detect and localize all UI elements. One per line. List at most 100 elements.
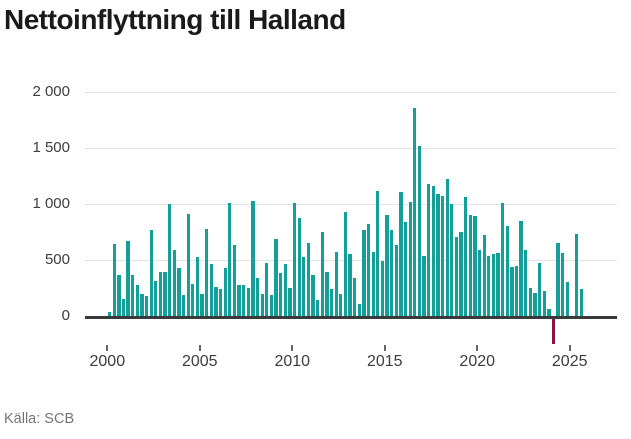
bar: [265, 262, 269, 316]
bar: [348, 253, 352, 316]
bar: [468, 214, 472, 316]
bar: [422, 256, 426, 316]
bar: [528, 288, 533, 316]
bar: [394, 245, 398, 316]
bar: [135, 285, 139, 316]
bar: [371, 252, 375, 316]
bar: [269, 295, 274, 316]
bar: [195, 257, 200, 316]
bar: [279, 273, 283, 316]
bar: [126, 240, 130, 316]
bar: [154, 280, 158, 316]
bar: [232, 245, 237, 316]
bar: [450, 204, 454, 316]
bar: [329, 288, 334, 316]
bar: [177, 267, 181, 316]
bar: [390, 230, 394, 316]
bar: [297, 218, 301, 316]
bar: [242, 284, 246, 316]
bar: [574, 234, 579, 316]
x-axis-label: 2015: [366, 353, 403, 370]
bar: [149, 229, 153, 316]
bar: [228, 202, 232, 316]
bar: [413, 107, 417, 316]
bar: [223, 267, 227, 316]
bar: [325, 271, 329, 316]
bar: [436, 193, 440, 316]
bar: [380, 260, 385, 316]
bar: [491, 253, 496, 316]
bar: [334, 252, 338, 316]
bar: [417, 146, 422, 316]
bar: [496, 252, 500, 316]
bar: [163, 272, 167, 316]
y-axis-label: 500: [44, 251, 70, 268]
bar: [292, 202, 297, 316]
bar: [524, 250, 528, 316]
bar: [366, 223, 371, 316]
bar: [556, 243, 560, 316]
bar: [186, 213, 190, 316]
bar: [214, 286, 218, 316]
bar: [191, 283, 195, 316]
bar: [288, 288, 292, 316]
bar: [144, 296, 149, 316]
bar: [140, 294, 144, 316]
bar: [112, 244, 116, 316]
x-axis-label: 2010: [274, 353, 311, 370]
bar: [283, 263, 287, 316]
x-axis-label: 2000: [89, 353, 126, 370]
bar: [547, 308, 551, 316]
bar: [121, 299, 126, 316]
bar: [362, 230, 366, 316]
x-axis-label: 2005: [181, 353, 218, 370]
x-axis-tick: [476, 345, 479, 351]
bar: [561, 252, 565, 316]
bar: [565, 281, 570, 316]
bar: [274, 238, 278, 316]
bar: [181, 295, 186, 316]
bar: [205, 228, 209, 316]
bar: [246, 288, 250, 316]
bar: [510, 266, 514, 316]
bar: [131, 275, 135, 316]
bar: [158, 271, 163, 316]
bar: [403, 221, 408, 316]
x-axis-tick: [291, 345, 294, 351]
bar: [302, 257, 306, 316]
y-axis-label: 1 500: [32, 139, 70, 156]
x-axis-tick: [568, 345, 571, 351]
bar: [320, 232, 324, 316]
x-axis-line: [85, 315, 617, 319]
bar: [487, 256, 491, 316]
bar: [306, 243, 311, 316]
y-axis-label: 2 000: [32, 83, 70, 100]
bar: [172, 250, 176, 316]
bar: [505, 226, 509, 316]
bar: [482, 234, 486, 316]
x-axis-tick: [198, 345, 201, 351]
source-label: Källa: SCB: [4, 411, 75, 427]
bar: [385, 215, 389, 316]
bar: [260, 293, 264, 316]
bar: [339, 293, 343, 316]
gridline-y-1500: [85, 147, 617, 149]
bar: [579, 288, 583, 316]
y-axis-label: 1 000: [32, 195, 70, 212]
bar: [533, 293, 537, 316]
bar: [542, 290, 546, 316]
bar: [168, 204, 172, 316]
x-axis-label: 2020: [459, 353, 496, 370]
bar: [477, 250, 482, 316]
bar: [376, 191, 380, 316]
bar: [209, 263, 213, 316]
bar: [501, 202, 505, 316]
bar-negative: [551, 318, 556, 345]
bar: [459, 232, 463, 316]
bar: [514, 266, 519, 316]
bar: [445, 178, 449, 316]
bar: [200, 293, 204, 316]
x-axis-tick: [106, 345, 109, 351]
bar: [408, 202, 412, 316]
